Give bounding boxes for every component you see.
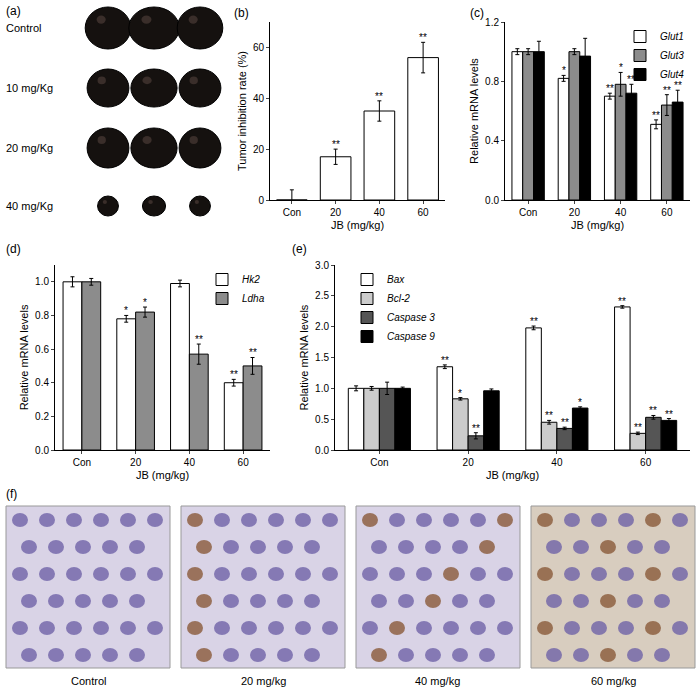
svg-text:Relative mRNA levels: Relative mRNA levels <box>298 304 310 410</box>
svg-text:(a): (a) <box>6 4 21 18</box>
svg-text:*: * <box>124 305 128 316</box>
svg-text:60: 60 <box>238 457 250 468</box>
svg-text:20: 20 <box>253 144 265 155</box>
svg-text:0.6: 0.6 <box>35 344 49 355</box>
svg-text:1.5: 1.5 <box>315 352 329 363</box>
svg-text:Con: Con <box>283 207 301 218</box>
svg-text:JB (mg/kg): JB (mg/kg) <box>571 219 624 231</box>
svg-text:(d): (d) <box>6 242 21 256</box>
svg-text:40: 40 <box>374 207 386 218</box>
svg-text:**: ** <box>634 422 642 433</box>
svg-text:**: ** <box>674 80 682 91</box>
svg-text:0.4: 0.4 <box>485 135 499 146</box>
svg-text:**: ** <box>375 91 383 102</box>
svg-text:**: ** <box>561 417 569 428</box>
svg-text:(e): (e) <box>292 242 307 256</box>
svg-text:20 mg/Kg: 20 mg/Kg <box>6 142 53 154</box>
svg-text:**: ** <box>606 83 614 94</box>
svg-text:0.5: 0.5 <box>315 414 329 425</box>
svg-text:*: * <box>562 65 566 76</box>
svg-text:**: ** <box>332 139 340 150</box>
svg-text:0.0: 0.0 <box>485 195 499 206</box>
svg-text:2.5: 2.5 <box>315 290 329 301</box>
svg-text:20 mg/kg: 20 mg/kg <box>241 675 286 687</box>
svg-text:*: * <box>143 297 147 308</box>
svg-text:40 mg/kg: 40 mg/kg <box>415 675 460 687</box>
svg-text:0.8: 0.8 <box>485 76 499 87</box>
svg-text:**: ** <box>249 347 257 358</box>
svg-text:Glut3: Glut3 <box>660 50 684 61</box>
svg-text:0.4: 0.4 <box>35 377 49 388</box>
svg-text:Con: Con <box>370 457 388 468</box>
svg-text:Relative mRNA levels: Relative mRNA levels <box>18 304 30 410</box>
svg-text:Tumor inhibition rate (%): Tumor inhibition rate (%) <box>236 51 248 171</box>
svg-text:40: 40 <box>615 207 627 218</box>
svg-text:**: ** <box>472 423 480 434</box>
svg-text:Relative mRNA levels: Relative mRNA levels <box>468 58 480 164</box>
svg-text:60: 60 <box>418 207 430 218</box>
svg-text:Hk2: Hk2 <box>242 274 260 285</box>
svg-text:40: 40 <box>551 457 563 468</box>
svg-text:**: ** <box>195 334 203 345</box>
svg-text:Con: Con <box>519 207 537 218</box>
svg-text:**: ** <box>441 355 449 366</box>
svg-text:(c): (c) <box>470 6 484 20</box>
svg-text:0.2: 0.2 <box>35 411 49 422</box>
svg-text:**: ** <box>419 32 427 43</box>
svg-text:20: 20 <box>463 457 475 468</box>
svg-text:60: 60 <box>640 457 652 468</box>
svg-text:*: * <box>619 62 623 73</box>
svg-text:**: ** <box>530 316 538 327</box>
svg-text:Glut1: Glut1 <box>660 31 684 42</box>
svg-text:JB (mg/kg): JB (mg/kg) <box>331 219 384 231</box>
svg-text:0.0: 0.0 <box>315 445 329 456</box>
svg-text:40: 40 <box>253 93 265 104</box>
svg-text:**: ** <box>545 410 553 421</box>
svg-text:Control: Control <box>6 22 41 34</box>
svg-text:60: 60 <box>253 42 265 53</box>
svg-text:*: * <box>458 388 462 399</box>
svg-text:Caspase 9: Caspase 9 <box>387 331 435 342</box>
svg-text:Con: Con <box>73 457 91 468</box>
svg-text:40 mg/Kg: 40 mg/Kg <box>6 200 53 212</box>
svg-text:20: 20 <box>130 457 142 468</box>
svg-text:**: ** <box>663 85 671 96</box>
svg-text:JB (mg/kg): JB (mg/kg) <box>136 469 189 481</box>
svg-text:0.0: 0.0 <box>35 445 49 456</box>
svg-text:**: ** <box>652 110 660 121</box>
svg-text:1.0: 1.0 <box>315 383 329 394</box>
svg-text:10 mg/Kg: 10 mg/Kg <box>6 82 53 94</box>
svg-text:20: 20 <box>330 207 342 218</box>
svg-text:**: ** <box>649 405 657 416</box>
svg-text:2.0: 2.0 <box>315 321 329 332</box>
svg-text:**: ** <box>230 369 238 380</box>
svg-text:(f): (f) <box>6 487 17 501</box>
svg-text:Bax: Bax <box>387 274 405 285</box>
svg-text:(b): (b) <box>234 6 249 20</box>
svg-text:1.0: 1.0 <box>35 276 49 287</box>
svg-text:0.8: 0.8 <box>35 310 49 321</box>
svg-text:60: 60 <box>661 207 673 218</box>
svg-text:**: ** <box>618 296 626 307</box>
svg-text:Bcl-2: Bcl-2 <box>387 293 410 304</box>
svg-text:1.2: 1.2 <box>485 17 499 28</box>
svg-text:*: * <box>578 397 582 408</box>
svg-text:Control: Control <box>71 675 106 687</box>
svg-text:0: 0 <box>258 195 264 206</box>
svg-text:Caspase 3: Caspase 3 <box>387 312 435 323</box>
svg-text:Ldha: Ldha <box>242 293 265 304</box>
svg-text:20: 20 <box>569 207 581 218</box>
svg-text:JB (mg/kg): JB (mg/kg) <box>486 469 539 481</box>
svg-text:Glut4: Glut4 <box>660 69 684 80</box>
svg-text:3.0: 3.0 <box>315 260 329 271</box>
svg-text:**: ** <box>627 74 635 85</box>
svg-text:60 mg/kg: 60 mg/kg <box>591 675 636 687</box>
svg-text:40: 40 <box>184 457 196 468</box>
svg-text:**: ** <box>665 409 673 420</box>
